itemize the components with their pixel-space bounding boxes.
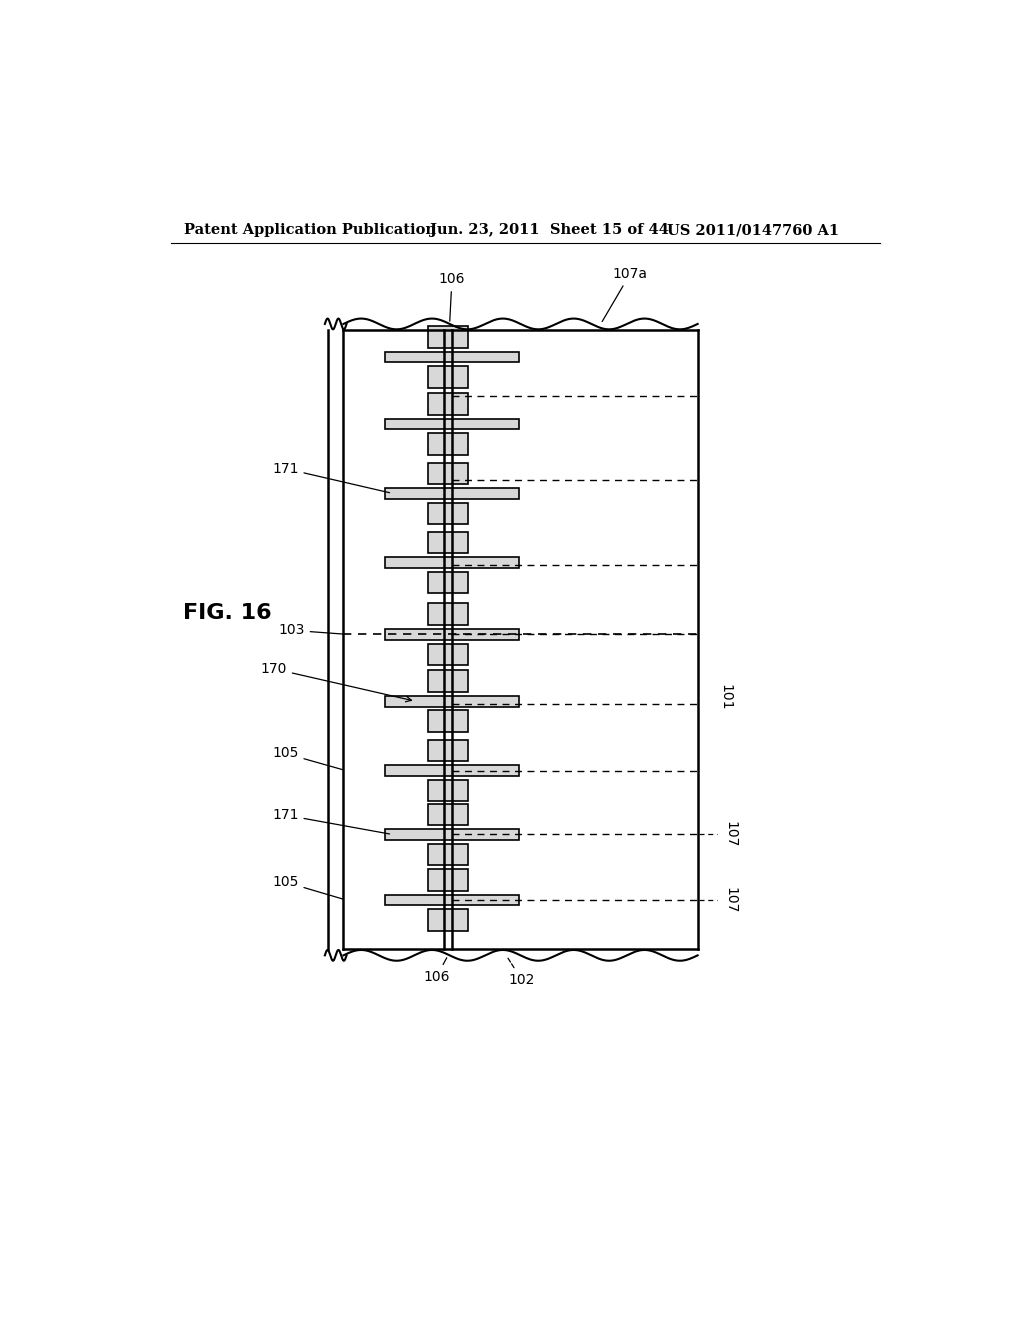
Bar (428, 603, 468, 626)
Text: 102: 102 (508, 958, 535, 987)
Bar (385, 557, 519, 568)
Bar (428, 532, 468, 553)
Text: 105: 105 (272, 875, 343, 899)
Bar (428, 909, 468, 931)
Bar (428, 393, 468, 414)
Text: Jun. 23, 2011  Sheet 15 of 44: Jun. 23, 2011 Sheet 15 of 44 (430, 223, 669, 238)
Text: Patent Application Publication: Patent Application Publication (183, 223, 436, 238)
Bar (428, 644, 468, 665)
Bar (428, 739, 468, 762)
Bar (428, 804, 468, 825)
Bar (428, 367, 468, 388)
Text: 101: 101 (719, 684, 732, 710)
Bar (428, 433, 468, 455)
Bar (428, 503, 468, 524)
Bar (385, 829, 519, 840)
Text: 171: 171 (272, 808, 389, 834)
Text: 107: 107 (723, 821, 737, 847)
Bar (428, 326, 468, 348)
Bar (428, 572, 468, 594)
Bar (428, 671, 468, 692)
Bar (428, 843, 468, 866)
Bar (385, 351, 519, 363)
Bar (385, 488, 519, 499)
Bar (428, 710, 468, 733)
Text: 171: 171 (272, 462, 389, 492)
Text: 105: 105 (272, 747, 343, 770)
Text: 170: 170 (260, 661, 412, 702)
Text: FIG. 16: FIG. 16 (183, 603, 271, 623)
Text: 107: 107 (723, 887, 737, 913)
Text: 107a: 107a (602, 267, 648, 322)
Bar (428, 780, 468, 801)
Text: 103: 103 (279, 623, 343, 638)
Bar (428, 869, 468, 891)
Bar (385, 628, 519, 640)
Text: US 2011/0147760 A1: US 2011/0147760 A1 (667, 223, 839, 238)
Bar (428, 462, 468, 484)
Text: 106: 106 (423, 958, 450, 983)
Bar (385, 418, 519, 429)
Text: 106: 106 (438, 272, 465, 321)
Bar (385, 766, 519, 776)
Bar (385, 696, 519, 706)
Bar (385, 895, 519, 906)
